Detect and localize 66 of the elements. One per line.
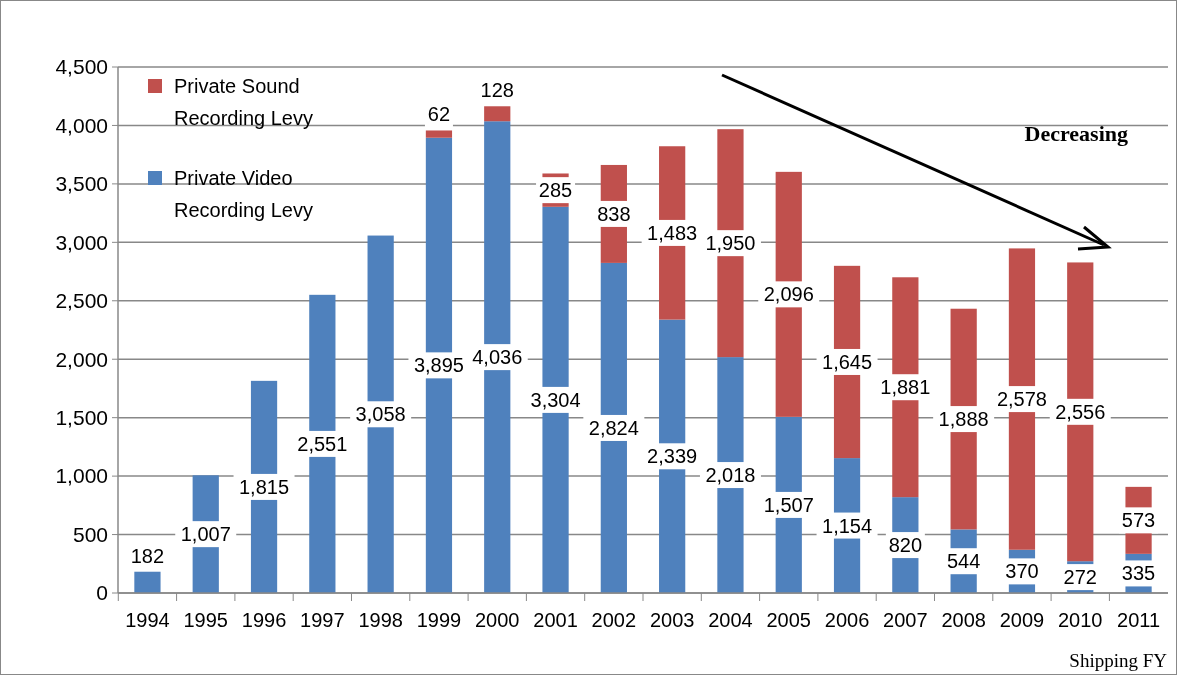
x-tick-label: 2008	[941, 609, 986, 631]
y-tick-label: 1,000	[55, 464, 108, 488]
data-label: 335	[1121, 562, 1156, 585]
data-label: 1,815	[239, 475, 290, 498]
y-tick-label: 2,000	[55, 347, 108, 371]
x-tick-label: 2001	[533, 609, 578, 631]
y-tick-label: 2,500	[55, 289, 108, 313]
data-label: 838	[597, 202, 631, 225]
annotation: Decreasing	[1024, 121, 1128, 146]
y-tick-label: 3,500	[55, 172, 108, 196]
y-tick-label: 0	[96, 581, 108, 605]
data-label: 2,556	[1055, 400, 1106, 423]
data-label: 128	[480, 79, 514, 102]
x-tick-label: 2000	[475, 609, 520, 631]
x-tick-label: 2011	[1117, 609, 1161, 631]
data-label: 1,507	[763, 493, 814, 516]
data-label: 3,304	[530, 388, 581, 411]
x-tick-label: 1995	[183, 609, 228, 631]
data-label: 62	[427, 103, 451, 126]
y-tick-label: 4,000	[55, 113, 108, 137]
x-tick-label: 1997	[300, 609, 345, 631]
data-label: 1,888	[938, 408, 989, 431]
data-label: 1,881	[880, 376, 931, 399]
x-axis-title: Shipping FY	[1069, 650, 1168, 671]
bar	[425, 130, 453, 138]
x-tick-label: 1994	[125, 609, 170, 631]
data-label: 820	[888, 534, 923, 557]
y-tick-label: 4,500	[55, 55, 108, 79]
data-label: 2,096	[763, 283, 814, 306]
data-label: 2,018	[705, 464, 756, 487]
data-label: 544	[946, 550, 981, 573]
x-tick-label: 1999	[416, 609, 462, 631]
y-tick-label: 3,000	[55, 230, 108, 254]
x-tick-label: 2007	[883, 609, 928, 631]
x-tick-label: 2005	[766, 609, 811, 631]
y-tick-label: 500	[72, 522, 108, 546]
x-tick-label: 1996	[241, 609, 287, 631]
data-label: 3,058	[355, 403, 406, 426]
legend-label: Private Video Recording Levy	[174, 167, 313, 221]
data-label: 1,950	[705, 232, 756, 255]
y-tick-label: 1,500	[55, 406, 108, 430]
data-label: 1,645	[822, 350, 873, 373]
data-label: 285	[538, 179, 573, 202]
data-label: 1,154	[822, 514, 873, 537]
data-label: 2,824	[588, 416, 639, 439]
x-tick-label: 2010	[1058, 609, 1103, 631]
data-label: 4,036	[472, 346, 523, 369]
data-label: 272	[1063, 566, 1097, 589]
data-label: 2,551	[297, 432, 348, 455]
data-label: 1,007	[180, 523, 231, 546]
data-label: 2,339	[647, 445, 698, 468]
data-label: 182	[130, 544, 165, 567]
x-tick-label: 2002	[591, 609, 637, 631]
data-label: 2,578	[996, 388, 1047, 411]
x-tick-label: 2004	[708, 609, 753, 631]
bar	[134, 571, 161, 593]
data-label: 3,895	[413, 354, 464, 377]
data-label: 370	[1005, 560, 1039, 583]
x-tick-label: 1998	[358, 609, 403, 631]
legend-label: Private Sound Recording Levy	[174, 75, 313, 129]
x-tick-label: 2003	[649, 609, 695, 631]
x-tick-label: 2006	[824, 609, 870, 631]
data-label: 573	[1121, 509, 1156, 532]
data-label: 1,483	[647, 221, 698, 244]
x-tick-label: 2009	[999, 609, 1045, 631]
bar	[484, 106, 511, 122]
